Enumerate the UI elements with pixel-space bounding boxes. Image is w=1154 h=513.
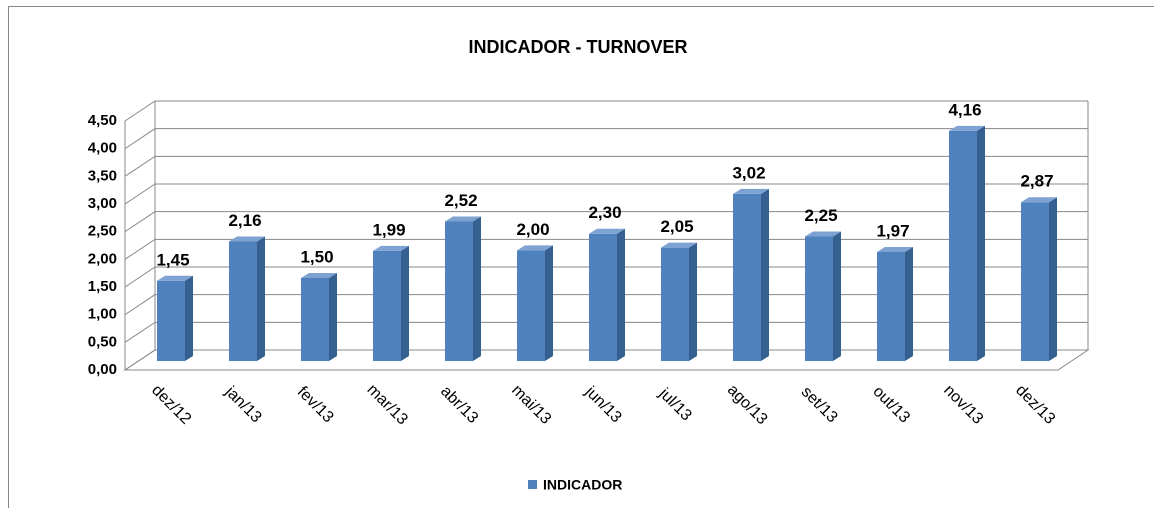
bar <box>301 273 337 361</box>
y-tick-label: 3,00 <box>88 195 117 212</box>
bar-side <box>329 273 337 361</box>
y-tick-label: 0,00 <box>88 361 117 378</box>
bar-front <box>805 237 833 362</box>
bar <box>157 276 193 361</box>
bar-side <box>1049 197 1057 361</box>
value-label: 2,16 <box>228 211 261 230</box>
legend-swatch <box>528 480 537 489</box>
value-label: 1,50 <box>300 247 333 266</box>
bar-front <box>229 241 257 361</box>
bar <box>733 189 769 361</box>
bar-front <box>373 251 401 361</box>
bar-side <box>833 232 841 362</box>
bar <box>517 245 553 361</box>
bar <box>1021 197 1057 361</box>
value-label: 2,52 <box>444 191 477 210</box>
chart-title: INDICADOR - TURNOVER <box>469 37 688 57</box>
bar-side <box>545 245 553 361</box>
bar <box>445 217 481 361</box>
y-tick-label: 4,50 <box>88 112 117 129</box>
bar-front <box>949 131 977 361</box>
bar-front <box>733 194 761 361</box>
bar-side <box>761 189 769 361</box>
bar <box>373 246 409 361</box>
bar-front <box>517 250 545 361</box>
value-label: 4,16 <box>948 100 981 119</box>
bar-side <box>473 217 481 361</box>
bar-front <box>445 222 473 361</box>
bar <box>229 236 265 361</box>
bar-side <box>977 126 985 361</box>
value-label: 2,30 <box>588 203 621 222</box>
value-label: 3,02 <box>732 163 765 182</box>
value-label: 2,05 <box>660 217 693 236</box>
value-label: 1,97 <box>876 221 909 240</box>
bar-front <box>589 234 617 361</box>
y-tick-label: 3,50 <box>88 167 117 184</box>
bar <box>877 247 913 361</box>
bar <box>589 229 625 361</box>
bar-side <box>905 247 913 361</box>
bar-front <box>157 281 185 361</box>
bar-side <box>185 276 193 361</box>
bar-side <box>257 236 265 361</box>
value-label: 1,45 <box>156 250 189 269</box>
value-label: 2,25 <box>804 206 837 225</box>
bar-side <box>617 229 625 361</box>
y-tick-label: 1,50 <box>88 278 117 295</box>
y-tick-label: 1,00 <box>88 306 117 323</box>
bar <box>949 126 985 361</box>
bar-front <box>301 278 329 361</box>
bar-front <box>877 252 905 361</box>
y-tick-label: 2,00 <box>88 250 117 267</box>
bar-front <box>1021 202 1049 361</box>
bar <box>661 243 697 361</box>
legend-label: INDICADOR <box>543 477 622 493</box>
y-tick-label: 4,00 <box>88 140 117 157</box>
value-label: 2,00 <box>516 220 549 239</box>
value-label: 2,87 <box>1020 172 1053 191</box>
value-label: 1,99 <box>372 220 405 239</box>
bar <box>805 232 841 362</box>
bar-front <box>661 248 689 361</box>
bar-side <box>689 243 697 361</box>
y-tick-label: 2,50 <box>88 223 117 240</box>
y-tick-label: 0,50 <box>88 333 117 350</box>
bar-side <box>401 246 409 361</box>
